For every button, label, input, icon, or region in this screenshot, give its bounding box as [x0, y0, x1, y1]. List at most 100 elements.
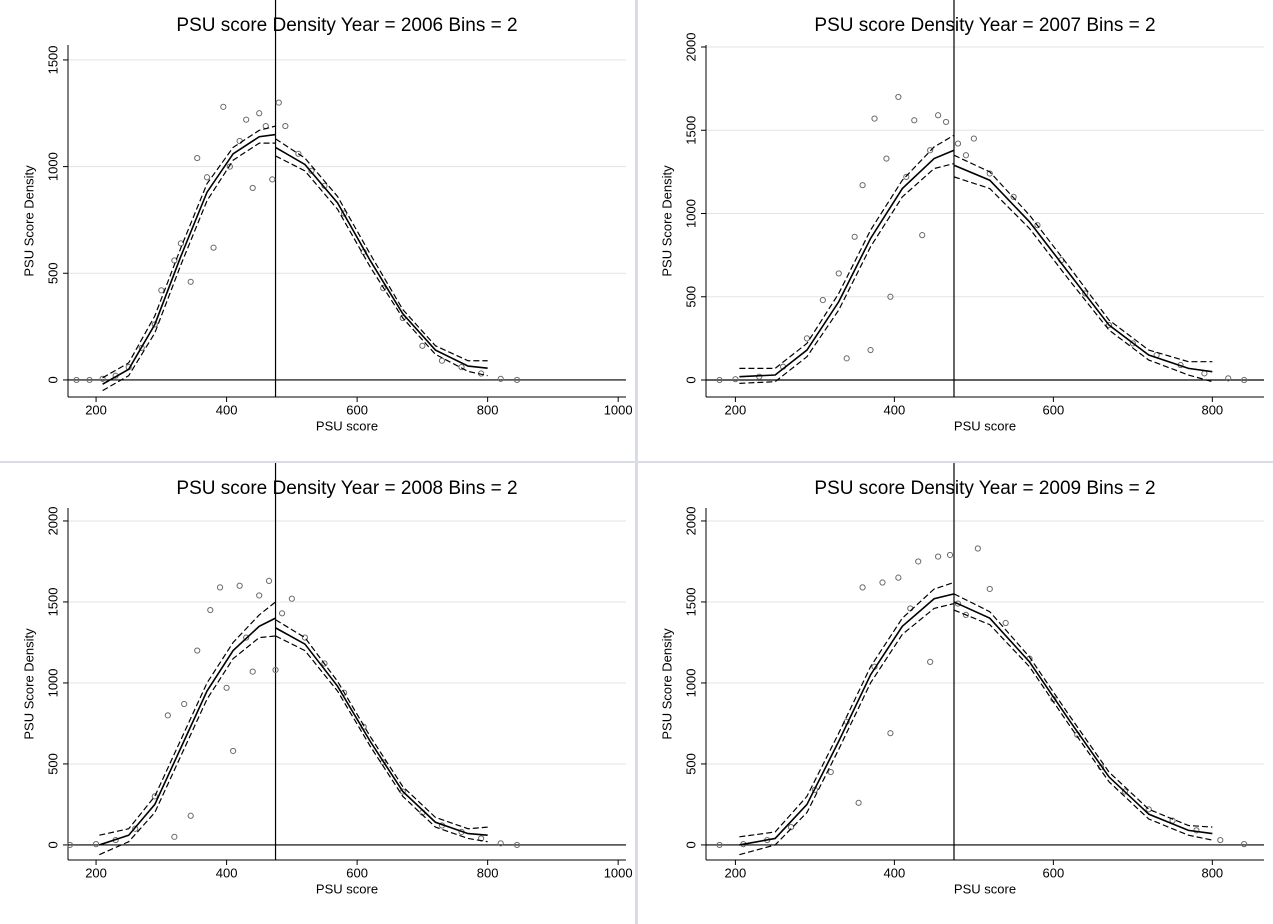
point: [497, 375, 504, 382]
point: [321, 660, 328, 667]
point: [970, 135, 977, 142]
chart-title: PSU score Density Year = 2009 Bins = 2: [814, 478, 1155, 499]
x-tick-label: 800: [477, 402, 499, 417]
panel-background: [638, 0, 1273, 461]
point: [756, 373, 763, 380]
point: [220, 103, 227, 110]
point: [851, 233, 858, 240]
x-tick-label: 600: [1043, 865, 1065, 880]
x-tick-label: 200: [85, 402, 107, 417]
point: [946, 551, 954, 559]
point: [1002, 619, 1009, 627]
point: [243, 116, 250, 123]
point: [855, 799, 862, 806]
panel: PSU score Density Year = 2007 Bins = 2 0 5…: [638, 0, 1273, 461]
point: [1241, 841, 1248, 848]
point: [1105, 321, 1113, 329]
point: [935, 553, 942, 560]
point: [1225, 375, 1232, 382]
point: [859, 182, 866, 189]
x-tick-label: 1000: [604, 865, 633, 880]
confidence-line: [275, 635, 488, 843]
y-axis-label: PSU Score Density: [659, 165, 674, 277]
panel: PSU score Density Year = 2009 Bins = 2 0 5…: [638, 463, 1273, 924]
x-axis-label: PSU score: [316, 418, 378, 433]
point: [903, 173, 910, 180]
x-tick-label: 800: [1201, 865, 1223, 880]
confidence-line: [953, 609, 1213, 841]
point: [1034, 222, 1041, 229]
y-tick-label: 500: [45, 753, 60, 775]
point: [879, 579, 886, 586]
y-tick-label: 1000: [683, 199, 698, 228]
point: [927, 147, 934, 154]
point: [177, 240, 185, 247]
y-tick-label: 1500: [683, 116, 698, 145]
x-tick-label: 200: [725, 865, 747, 880]
confidence-line: [953, 176, 1213, 383]
point: [1010, 193, 1017, 200]
point: [986, 585, 993, 593]
point: [171, 833, 178, 840]
point: [513, 376, 521, 384]
point: [187, 278, 194, 285]
point: [216, 584, 224, 591]
point: [962, 611, 970, 619]
y-tick-label: 0: [683, 841, 698, 848]
chart-title: PSU score Density Year = 2008 Bins = 2: [176, 478, 517, 499]
y-axis-label: PSU Score Density: [21, 628, 36, 740]
y-tick-label: 1000: [45, 668, 60, 697]
confidence-line: [953, 154, 1213, 363]
point: [883, 155, 890, 162]
point: [275, 99, 282, 106]
confidence-line: [275, 155, 488, 377]
panel-background: [0, 463, 635, 924]
point: [301, 634, 309, 641]
point: [458, 364, 465, 371]
point: [827, 768, 834, 776]
panel: PSU score Density Year = 2008 Bins = 2 0 5…: [0, 463, 635, 924]
point: [256, 592, 263, 599]
point: [249, 184, 256, 192]
point: [986, 170, 993, 177]
y-tick-label: 1500: [45, 587, 60, 616]
point: [1145, 806, 1152, 813]
y-tick-label: 1500: [45, 45, 60, 74]
point: [181, 700, 188, 708]
confidence-line: [99, 601, 276, 836]
confidence-line: [739, 602, 955, 856]
confidence-line: [275, 138, 488, 362]
y-tick-label: 2000: [683, 506, 698, 535]
point: [249, 668, 256, 675]
point: [887, 730, 894, 737]
point: [787, 824, 795, 831]
point: [935, 112, 942, 119]
confidence-line: [99, 635, 276, 856]
chart-title: PSU score Density Year = 2006 Bins = 2: [176, 15, 517, 36]
point: [867, 346, 874, 354]
x-tick-label: 1000: [604, 402, 633, 417]
y-tick-label: 1500: [683, 587, 698, 616]
point: [132, 825, 139, 832]
point: [1129, 340, 1136, 347]
point: [92, 841, 100, 848]
y-tick-label: 0: [45, 841, 60, 848]
point: [265, 577, 273, 584]
point: [278, 610, 286, 617]
x-tick-label: 600: [346, 865, 368, 880]
point: [236, 582, 243, 589]
point: [99, 375, 106, 382]
point: [954, 600, 962, 607]
point: [151, 321, 158, 328]
point: [73, 376, 80, 384]
point: [911, 117, 918, 124]
point: [230, 747, 237, 755]
y-axis-label: PSU Score Density: [659, 628, 674, 740]
panel-background: [0, 0, 635, 461]
x-tick-label: 800: [1201, 402, 1223, 417]
x-axis-label: PSU score: [954, 881, 1016, 896]
point: [158, 287, 165, 294]
confidence-line: [739, 581, 955, 838]
panel: PSU score Density Year = 2006 Bins = 2 0 5…: [0, 0, 635, 461]
